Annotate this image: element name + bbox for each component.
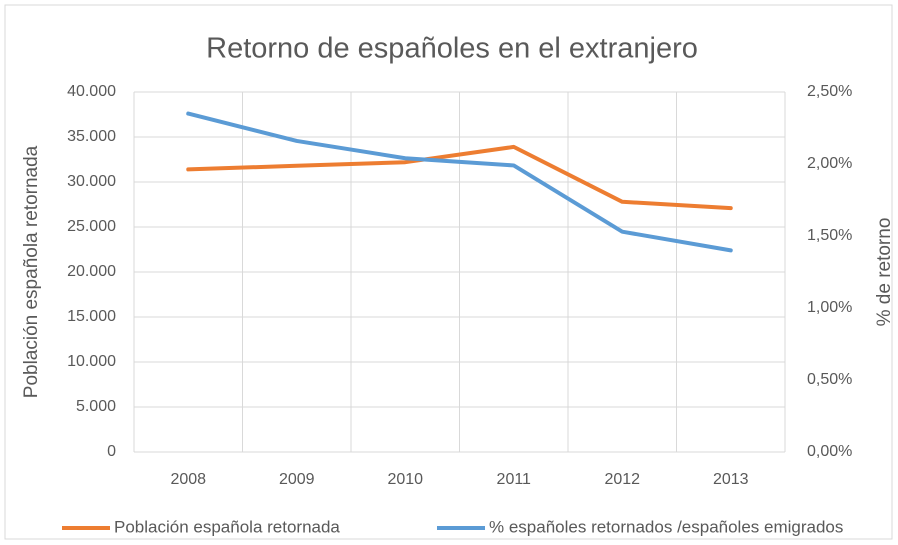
legend-label: % españoles retornados /españoles emigra… bbox=[489, 517, 843, 536]
line-series bbox=[186, 111, 733, 253]
x-tick-label: 2008 bbox=[170, 471, 206, 488]
x-tick-label: 2010 bbox=[387, 471, 423, 488]
y-tick-label: 5.000 bbox=[76, 398, 116, 415]
y2-tick-label: 1,00% bbox=[807, 299, 852, 316]
x-tick-label: 2012 bbox=[604, 471, 640, 488]
y2-tick-label: 0,00% bbox=[807, 443, 852, 460]
chart-title: Retorno de españoles en el extranjero bbox=[206, 33, 698, 65]
line-series bbox=[186, 144, 733, 211]
y-tick-label: 20.000 bbox=[67, 263, 116, 280]
legend-label: Población española retornada bbox=[114, 517, 340, 536]
y2-tick-label: 0,50% bbox=[807, 371, 852, 388]
y-tick-label: 15.000 bbox=[67, 308, 116, 325]
y-tick-label: 25.000 bbox=[67, 218, 116, 235]
y2-tick-label: 1,50% bbox=[807, 227, 852, 244]
y-tick-label: 40.000 bbox=[67, 83, 116, 100]
x-tick-label: 2013 bbox=[713, 471, 749, 488]
x-tick-label: 2009 bbox=[279, 471, 315, 488]
y2-tick-label: 2,50% bbox=[807, 83, 852, 100]
y-axis-label: Población española retornada bbox=[21, 145, 42, 398]
y2-axis-label: % de retorno bbox=[874, 218, 895, 327]
y-tick-label: 0 bbox=[107, 443, 116, 460]
y2-tick-label: 2,00% bbox=[807, 155, 852, 172]
y-tick-label: 30.000 bbox=[67, 173, 116, 190]
y-tick-label: 10.000 bbox=[67, 353, 116, 370]
y-tick-label: 35.000 bbox=[67, 128, 116, 145]
x-tick-label: 2011 bbox=[497, 471, 532, 488]
